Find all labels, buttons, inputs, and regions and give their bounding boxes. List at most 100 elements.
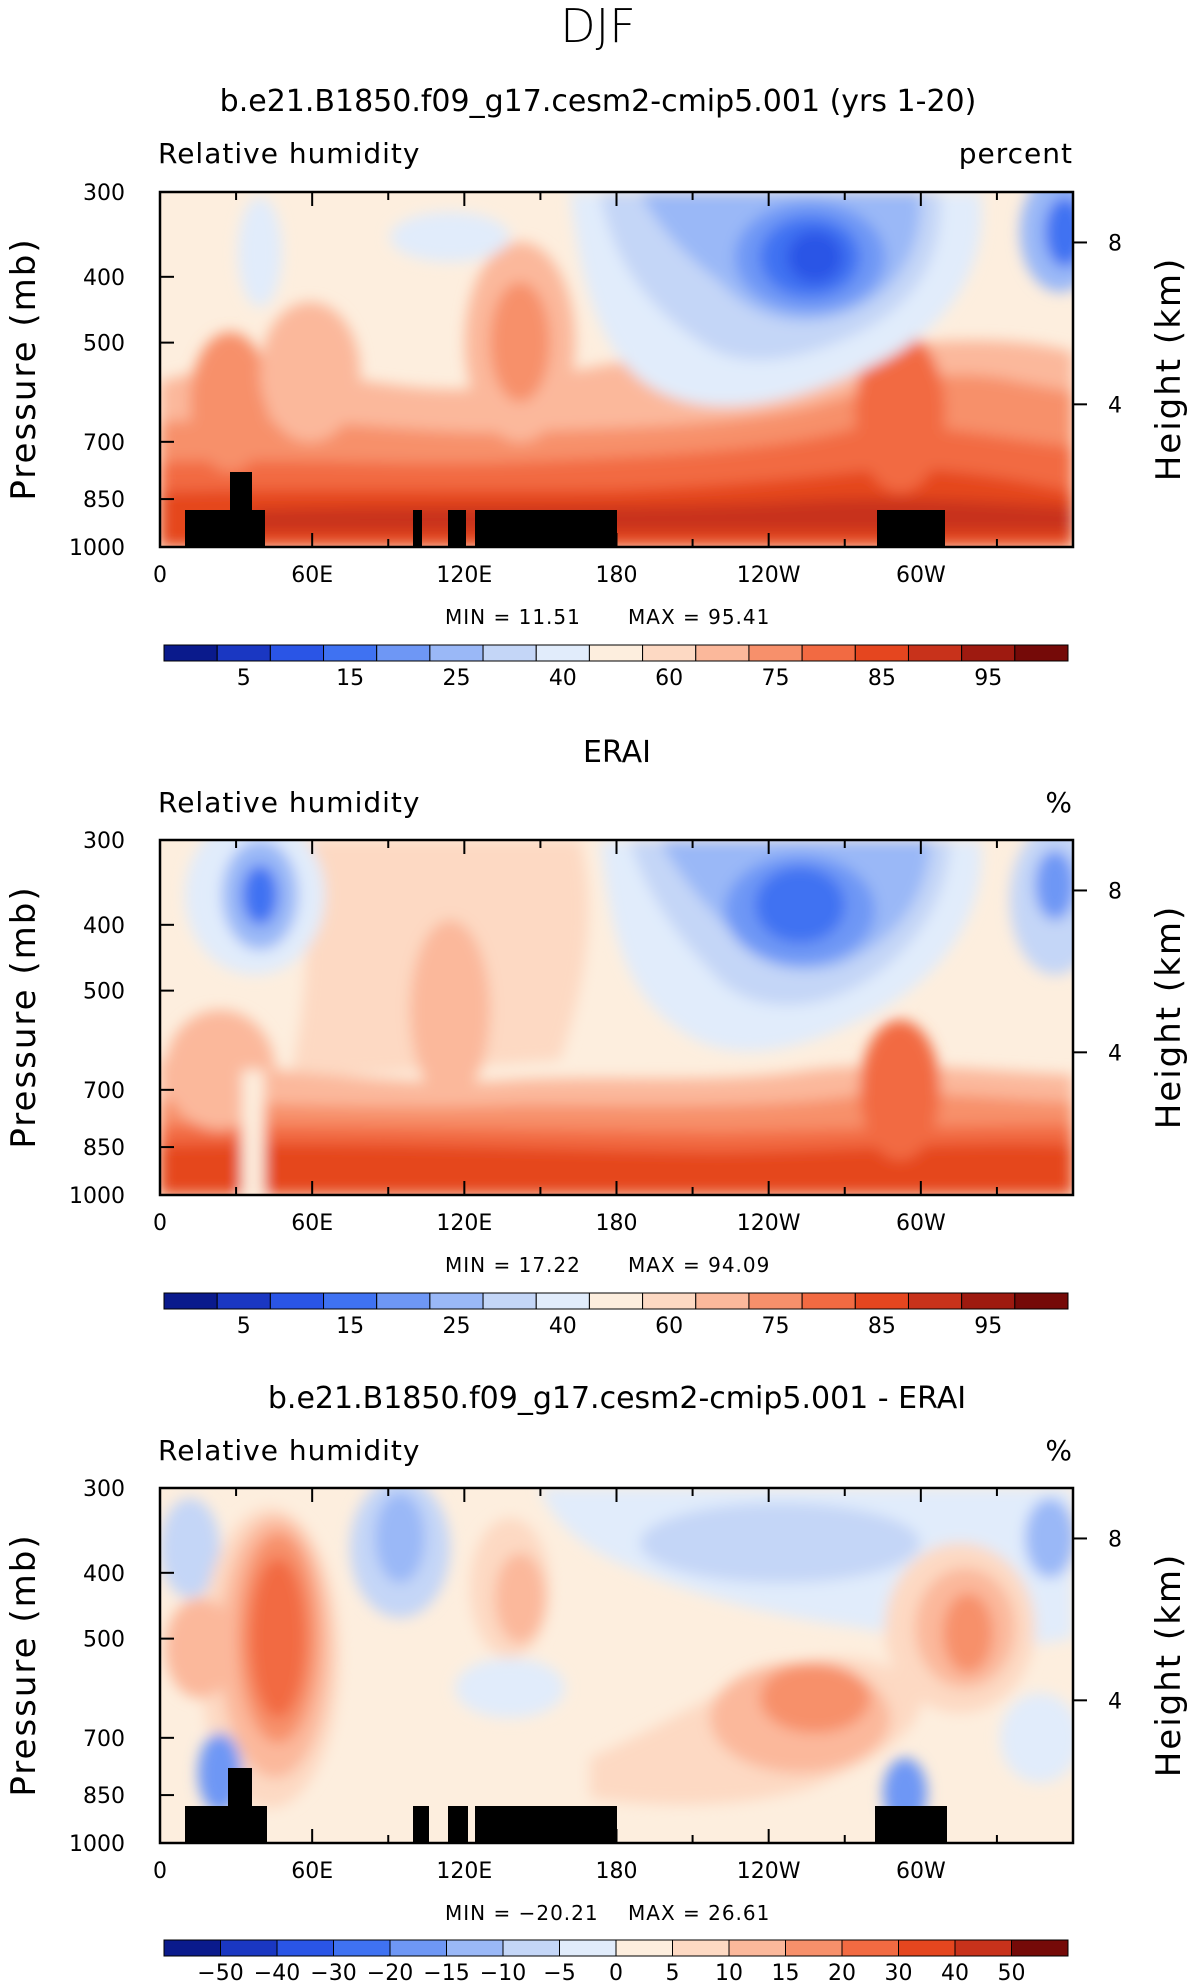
panel-3-variable-label: Relative humidity — [158, 1434, 420, 1467]
colorbar-label: 0 — [609, 1961, 623, 1986]
x-tick-label: 120E — [436, 1859, 492, 1884]
pressure-tick-label: 500 — [83, 1628, 125, 1653]
panel-2-ylabel-right: Height (km) — [1149, 905, 1189, 1130]
colorbar-label: −50 — [197, 1961, 243, 1986]
panel-1-land-mask — [877, 510, 945, 547]
colorbar-swatch — [695, 644, 750, 662]
panel-2-colorbar: 5 15 25 40 60 75 85 95 — [163, 1292, 1069, 1339]
x-tick-label: 0 — [153, 563, 167, 588]
x-tick-label: 60W — [896, 563, 946, 588]
panel-1-ylabel-right: Height (km) — [1149, 257, 1189, 482]
panel-1-contour-region — [855, 332, 945, 492]
panel-1-land-mask — [413, 510, 422, 547]
colorbar-swatch — [269, 644, 325, 662]
super-title: DJF — [560, 0, 635, 53]
panel-2-title: ERAI — [583, 735, 651, 770]
panel-1: b.e21.B1850.f09_g17.cesm2-cmip5.001 (yrs… — [4, 84, 1189, 691]
panel-2-contour-region — [860, 1020, 940, 1160]
colorbar-swatch — [748, 644, 803, 662]
colorbar-swatch — [216, 1292, 271, 1310]
colorbar-swatch — [482, 644, 537, 662]
colorbar-swatch — [376, 1292, 431, 1310]
colorbar-swatch — [535, 644, 590, 662]
colorbar-swatch — [854, 1292, 909, 1310]
panel-2-plot-area — [160, 840, 1073, 1195]
colorbar-swatch — [269, 1292, 325, 1310]
colorbar-label: 85 — [868, 666, 896, 691]
colorbar-swatch — [961, 1292, 1016, 1310]
height-tick-label: 4 — [1108, 1041, 1122, 1066]
panel-3-contour-region — [640, 1503, 920, 1583]
colorbar-label: 15 — [336, 1314, 364, 1339]
pressure-tick-label: 300 — [83, 181, 125, 206]
colorbar-swatch — [615, 1939, 673, 1957]
panel-2-variable-label: Relative humidity — [158, 786, 420, 819]
colorbar-swatch — [163, 1292, 218, 1310]
panel-3-units-label: % — [1045, 1434, 1073, 1467]
colorbar-swatch — [854, 644, 909, 662]
pressure-tick-label: 400 — [83, 914, 125, 939]
colorbar-swatch — [482, 1292, 537, 1310]
colorbar-swatch — [1014, 644, 1069, 662]
panel-1-contour-field — [160, 192, 1073, 547]
colorbar-label: 5 — [237, 1314, 251, 1339]
panel-3-contour-region — [1025, 1498, 1073, 1578]
pressure-tick-label: 500 — [83, 332, 125, 357]
panel-3-land-mask — [228, 1768, 252, 1813]
x-tick-label: 60E — [291, 1859, 333, 1884]
panel-1-ticks: 0 60E 120E 180 120W 60W 300 400 500 700 850 1000 8 4 — [69, 181, 1122, 588]
panel-2-ylabel-left: Pressure (mb) — [4, 885, 44, 1148]
pressure-tick-label: 850 — [83, 1784, 125, 1809]
panel-1-topography — [185, 472, 945, 547]
panel-3-contour-region — [943, 1593, 993, 1673]
panel-1-land-mask — [475, 510, 617, 547]
colorbar-label: 30 — [885, 1961, 913, 1986]
panel-2-contour-region — [160, 1143, 1073, 1195]
x-tick-label: 60E — [291, 1211, 333, 1236]
height-tick-label: 4 — [1108, 1689, 1122, 1714]
height-tick-label: 4 — [1108, 393, 1122, 418]
colorbar-swatch — [323, 644, 378, 662]
panel-2-max-label: MAX = 94.09 — [628, 1253, 770, 1277]
colorbar-label: 40 — [549, 666, 577, 691]
colorbar-swatch — [216, 644, 271, 662]
colorbar-label: 5 — [666, 1961, 680, 1986]
panel-3-colorbar: −50 −40 −30 −20 −15 −10 −5 0 5 10 15 20 30 40 50 — [163, 1939, 1069, 1986]
colorbar-label: 75 — [762, 666, 790, 691]
colorbar-swatch — [446, 1939, 504, 1957]
colorbar-label: −20 — [367, 1961, 413, 1986]
pressure-tick-label: 300 — [83, 1477, 125, 1502]
panel-1-land-mask — [230, 472, 252, 517]
height-tick-label: 8 — [1108, 879, 1122, 904]
panel-1-colorbar: 5 15 25 40 60 75 85 95 — [163, 644, 1069, 691]
x-tick-label: 120W — [737, 1859, 801, 1884]
panel-1-contour-region — [490, 282, 550, 402]
colorbar-label: 95 — [974, 1314, 1002, 1339]
panel-3-contour-region — [160, 1498, 220, 1598]
pressure-tick-label: 850 — [83, 488, 125, 513]
colorbar-swatch — [961, 644, 1016, 662]
colorbar-swatch — [898, 1939, 956, 1957]
panel-1-land-mask — [185, 510, 265, 547]
pressure-tick-label: 400 — [83, 1562, 125, 1587]
pressure-tick-label: 700 — [83, 1727, 125, 1752]
colorbar-label: −5 — [543, 1961, 575, 1986]
colorbar-swatch — [728, 1939, 786, 1957]
colorbar-swatch — [801, 1292, 856, 1310]
colorbar-swatch — [535, 1292, 590, 1310]
panel-2-contour-region — [410, 920, 490, 1100]
colorbar-label: 15 — [772, 1961, 800, 1986]
panel-3-land-mask — [475, 1806, 617, 1843]
colorbar-label: 60 — [655, 666, 683, 691]
colorbar-swatch — [907, 1292, 963, 1310]
panel-3-topography — [185, 1768, 947, 1843]
colorbar-swatch — [323, 1292, 378, 1310]
pressure-tick-label: 400 — [83, 266, 125, 291]
colorbar-label: 50 — [998, 1961, 1026, 1986]
colorbar-label: 60 — [655, 1314, 683, 1339]
panel-3-contour-field — [160, 1488, 1073, 1828]
panel-1-contour-region — [190, 332, 270, 472]
panel-3-ylabel-right: Height (km) — [1149, 1553, 1189, 1778]
panel-3-title: b.e21.B1850.f09_g17.cesm2-cmip5.001 - ER… — [268, 1381, 966, 1416]
